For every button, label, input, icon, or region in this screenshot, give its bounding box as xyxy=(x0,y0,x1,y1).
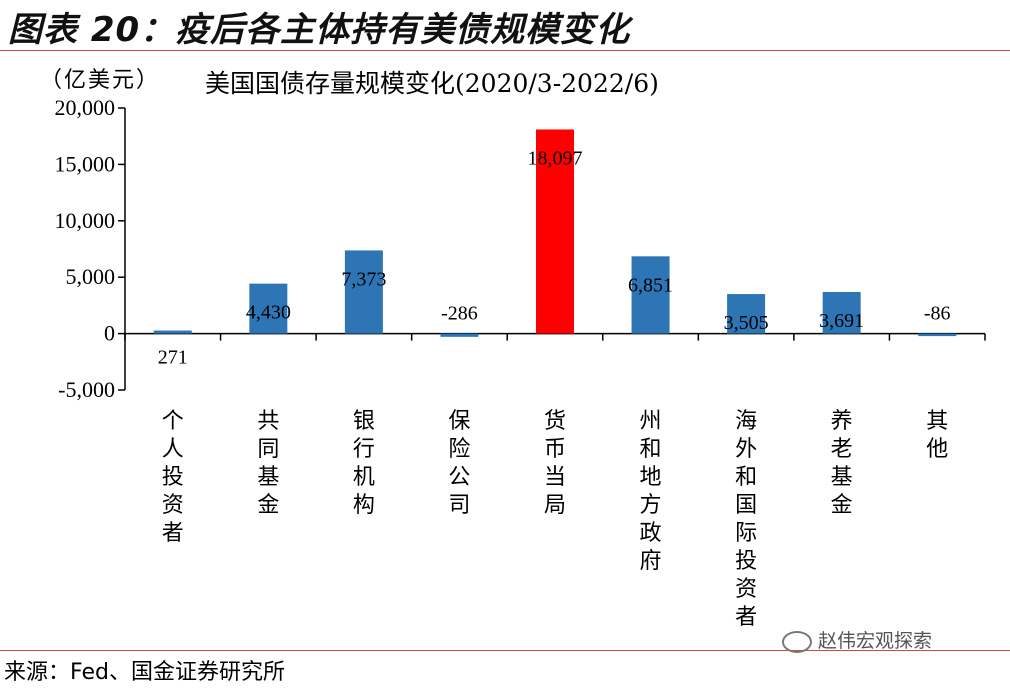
category-label-8: 养老基金 xyxy=(831,409,853,518)
data-label-8: 3,691 xyxy=(819,310,864,332)
bottom-divider xyxy=(0,650,1010,651)
y-tick-label: 5,000 xyxy=(66,264,116,289)
category-label-7: 海外和国际投资者 xyxy=(735,409,757,630)
unit-label: （亿美元） xyxy=(40,68,161,93)
category-label-6: 州和地方政府 xyxy=(640,409,662,574)
bar-2 xyxy=(249,283,288,334)
data-label-7: 3,505 xyxy=(724,312,769,334)
chart-title: 美国国债存量规模变化(2020/3-2022/6) xyxy=(205,69,659,98)
category-label-9: 其他 xyxy=(926,409,948,462)
bar-4 xyxy=(440,333,479,337)
source-note: 来源：Fed、国金证券研究所 xyxy=(4,660,285,685)
data-label-1: 271 xyxy=(158,347,188,369)
wechat-icon xyxy=(782,630,812,653)
data-label-5: 18,097 xyxy=(528,147,583,169)
watermark-text: 赵伟宏观探索 xyxy=(818,630,933,652)
category-label-5: 货币当局 xyxy=(544,409,566,518)
bar-chart: -5,000 0 5,000 10,000 15,000 20,000 271 个人投资者 4,… xyxy=(55,95,986,630)
y-tick-label: 15,000 xyxy=(55,151,116,176)
bar-9 xyxy=(918,333,957,337)
y-tick-label: 10,000 xyxy=(55,208,116,233)
data-label-6: 6,851 xyxy=(628,274,673,296)
y-tick-label: 20,000 xyxy=(55,95,116,120)
figure-title: 图表 20：疫后各主体持有美债规模变化 xyxy=(8,10,631,50)
bar-3 xyxy=(344,250,383,334)
top-divider xyxy=(0,50,1010,51)
y-tick-label: 0 xyxy=(104,321,115,346)
bar-7 xyxy=(727,294,766,334)
bar-5 xyxy=(536,129,574,334)
bar-6 xyxy=(631,256,670,334)
bar-1 xyxy=(153,330,192,334)
category-label-4: 保险公司 xyxy=(448,409,470,518)
bar-8 xyxy=(822,291,861,334)
category-label-2: 共同基金 xyxy=(257,409,279,518)
watermark: 赵伟宏观探索 xyxy=(782,626,932,653)
category-label-3: 银行机构 xyxy=(353,409,375,518)
data-label-4: -286 xyxy=(441,303,478,325)
y-tick-label: -5,000 xyxy=(58,377,115,402)
data-label-2: 4,430 xyxy=(246,302,291,324)
data-label-9: -86 xyxy=(924,303,951,325)
data-label-3: 7,373 xyxy=(341,268,386,290)
category-label-1: 个人投资者 xyxy=(162,409,184,546)
